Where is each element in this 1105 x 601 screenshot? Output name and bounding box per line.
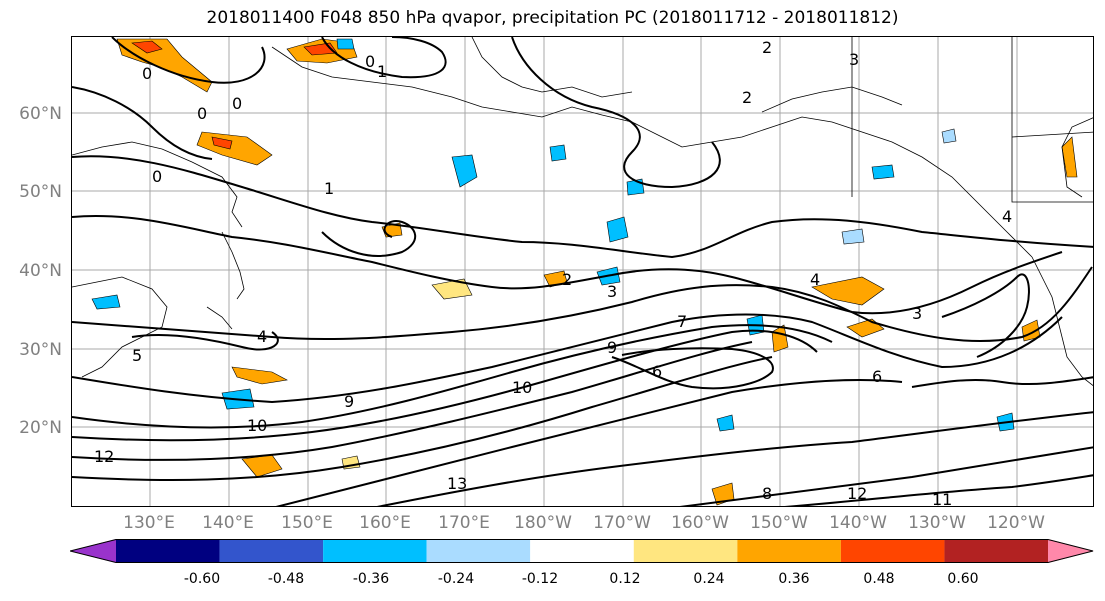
contour-label-group: 0 0 0 0 0 1 1 2 2 2 3 3 3 4 4 4 5 6 6 7 … — [94, 38, 1012, 507]
contour-label: 1 — [324, 179, 334, 198]
lat-label-60n: 60°N — [19, 104, 62, 124]
colorbar-tick: 0.60 — [947, 571, 979, 587]
contour-label: 3 — [849, 50, 859, 69]
gridlines — [72, 37, 1093, 506]
colorbar-segment — [426, 539, 531, 563]
contour-label: 3 — [912, 304, 922, 323]
lon-label-140w: 140°W — [829, 513, 887, 533]
lat-label-30n: 30°N — [19, 340, 62, 360]
contour-label: 2 — [562, 270, 572, 289]
colorbar-tick: -0.60 — [183, 571, 221, 587]
lat-label-40n: 40°N — [19, 261, 62, 281]
contour-label: 2 — [742, 88, 752, 107]
colorbar-tick: 0.36 — [778, 571, 810, 587]
contour-label: 5 — [132, 346, 142, 365]
colorbar-segment — [1048, 539, 1094, 563]
lon-label-160e: 160°E — [359, 513, 411, 533]
contour-label: 8 — [762, 484, 772, 503]
colorbar-tick: 0.48 — [863, 571, 895, 587]
lon-label-170w: 170°W — [593, 513, 651, 533]
lon-label-140e: 140°E — [202, 513, 254, 533]
contour-label: 7 — [677, 312, 687, 331]
lon-label-150e: 150°E — [281, 513, 333, 533]
colorbar-outline — [70, 539, 1094, 563]
contour-label: 3 — [607, 282, 617, 301]
lat-label-50n: 50°N — [19, 182, 62, 202]
colorbar-segment — [840, 539, 945, 563]
colorbar — [70, 539, 1094, 563]
contour-label: 0 — [142, 64, 152, 83]
lon-label-180w: 180°W — [514, 513, 572, 533]
lon-label-120w: 120°W — [987, 513, 1045, 533]
coastlines — [72, 37, 1093, 386]
contour-label: 4 — [810, 270, 820, 289]
colorbar-segment — [323, 539, 427, 563]
contour-label: 0 — [232, 94, 242, 113]
contour-label: 10 — [247, 416, 267, 435]
contours — [72, 37, 1093, 506]
contour-label: 6 — [652, 362, 662, 381]
lon-label-150w: 150°W — [750, 513, 808, 533]
colorbar-segment — [633, 539, 738, 563]
contour-label: 0 — [365, 52, 375, 71]
map-canvas: 0 0 0 0 0 1 1 2 2 2 3 3 3 4 4 4 5 6 6 7 … — [72, 37, 1093, 507]
contour-label: 12 — [94, 447, 114, 466]
chart-title: 2018011400 F048 850 hPa qvapor, precipit… — [206, 8, 899, 28]
contour-label: 13 — [447, 474, 467, 493]
contour-label: 9 — [344, 392, 354, 411]
lon-label-160w: 160°W — [671, 513, 729, 533]
contour-label: 12 — [847, 484, 867, 503]
lat-label-20n: 20°N — [19, 418, 62, 438]
map-panel: 0 0 0 0 0 1 1 2 2 2 3 3 3 4 4 4 5 6 6 7 … — [71, 36, 1094, 507]
colorbar-tick: -0.12 — [521, 571, 559, 587]
contour-label: 4 — [1002, 207, 1012, 226]
colorbar-segment — [530, 539, 634, 563]
contour-label: 9 — [607, 338, 617, 357]
colorbar-segment — [70, 539, 116, 563]
colorbar-tick: -0.48 — [267, 571, 305, 587]
precip-negative-patches — [91, 38, 1015, 432]
contour-label: 0 — [152, 167, 162, 186]
contour-label: 6 — [872, 367, 882, 386]
colorbar-segment — [944, 539, 1048, 563]
contour-label: 0 — [197, 104, 207, 123]
colorbar-tick: 0.12 — [609, 571, 641, 587]
colorbar-segment — [737, 539, 841, 563]
colorbar-tick: 0.24 — [693, 571, 725, 587]
lon-label-130e: 130°E — [123, 513, 175, 533]
colorbar-tick: -0.24 — [437, 571, 475, 587]
contour-label: 1 — [377, 62, 387, 81]
lon-label-170e: 170°E — [438, 513, 490, 533]
lon-label-130w: 130°W — [908, 513, 966, 533]
contour-label: 11 — [932, 490, 952, 507]
colorbar-segment — [219, 539, 324, 563]
colorbar-segment — [116, 539, 220, 563]
colorbar-tick: -0.36 — [352, 571, 390, 587]
contour-label: 2 — [762, 38, 772, 57]
contour-label: 4 — [257, 327, 267, 346]
contour-label: 10 — [512, 378, 532, 397]
